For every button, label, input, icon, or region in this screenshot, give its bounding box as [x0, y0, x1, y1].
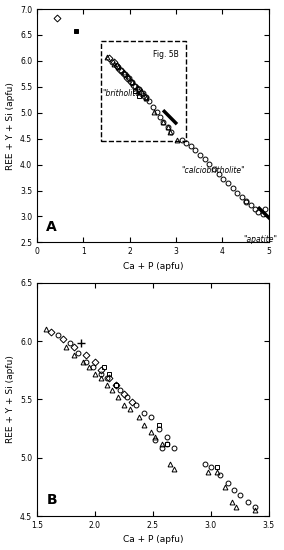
Text: A: A	[46, 220, 57, 234]
Y-axis label: REE + Y + Si (apfu): REE + Y + Si (apfu)	[6, 82, 14, 169]
X-axis label: Ca + P (apfu): Ca + P (apfu)	[123, 262, 183, 271]
Text: B: B	[46, 493, 57, 507]
Y-axis label: REE + Y + Si (apfu): REE + Y + Si (apfu)	[6, 355, 14, 443]
Text: "calciobritholite": "calciobritholite"	[181, 166, 245, 175]
X-axis label: Ca + P (apfu): Ca + P (apfu)	[123, 536, 183, 544]
Text: "apatite": "apatite"	[243, 235, 277, 244]
Text: "britholite": "britholite"	[102, 89, 143, 97]
Text: Fig. 5B: Fig. 5B	[153, 50, 178, 58]
Bar	[101, 41, 186, 141]
